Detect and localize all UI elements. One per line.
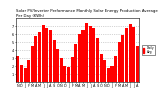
Bar	[31, 46, 34, 82]
Bar	[125, 28, 128, 82]
Bar	[38, 32, 41, 82]
Bar	[74, 44, 77, 82]
Bar	[27, 60, 30, 82]
Bar	[107, 68, 110, 82]
Bar	[45, 28, 48, 82]
Bar	[96, 38, 99, 82]
Legend: Daily
Avg: Daily Avg	[142, 45, 155, 55]
Bar	[114, 56, 117, 82]
Bar	[118, 42, 121, 82]
Bar	[136, 46, 139, 82]
Bar	[85, 23, 88, 82]
Bar	[81, 30, 85, 82]
Bar	[52, 40, 56, 82]
Bar	[20, 65, 23, 82]
Bar	[42, 25, 45, 82]
Bar	[24, 68, 27, 82]
Bar	[67, 67, 70, 82]
Bar	[100, 54, 103, 82]
Bar	[89, 26, 92, 82]
Bar	[49, 30, 52, 82]
Bar	[103, 60, 106, 82]
Bar	[129, 24, 132, 82]
Bar	[132, 27, 135, 82]
Bar	[60, 58, 63, 82]
Text: Solar PV/Inverter Performance Monthly Solar Energy Production Average Per Day (K: Solar PV/Inverter Performance Monthly So…	[16, 9, 158, 18]
Bar	[63, 66, 66, 82]
Bar	[71, 57, 74, 82]
Bar	[34, 36, 37, 82]
Bar	[111, 66, 114, 82]
Bar	[56, 49, 59, 82]
Bar	[16, 56, 19, 82]
Bar	[92, 28, 96, 82]
Bar	[78, 34, 81, 82]
Bar	[121, 35, 124, 82]
